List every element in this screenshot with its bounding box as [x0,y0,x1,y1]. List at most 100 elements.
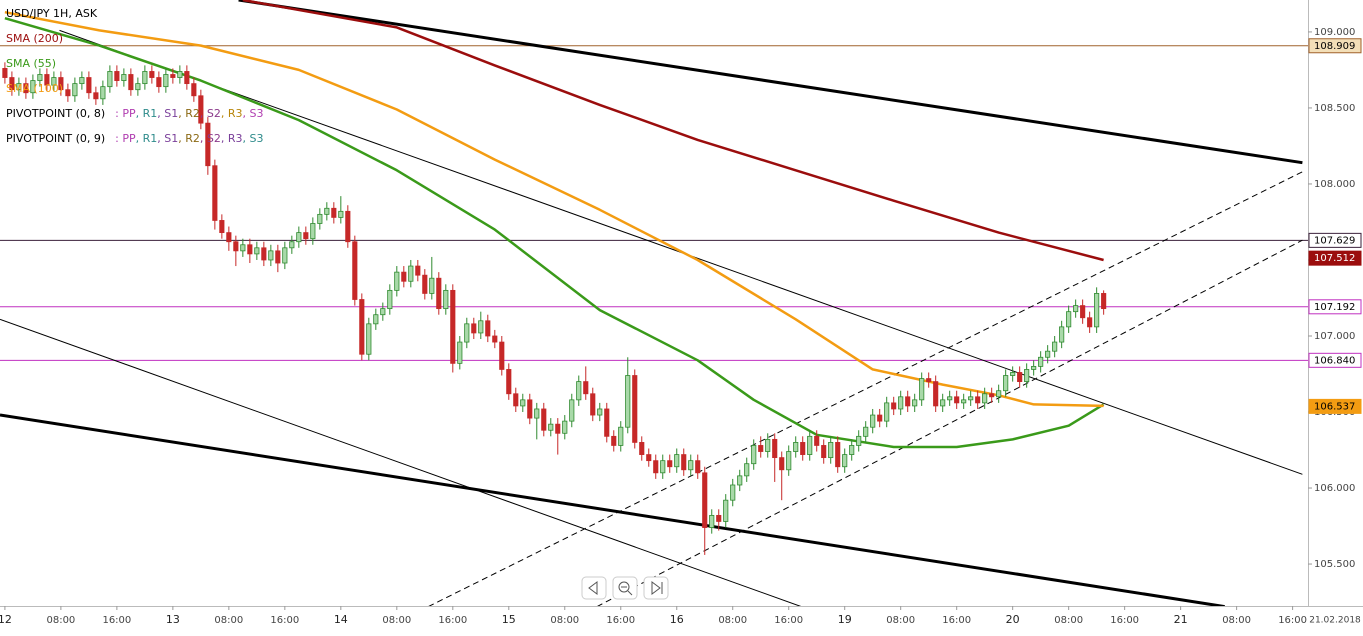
right-icon [651,581,661,595]
candle-body [744,463,750,477]
candle-body [688,460,694,471]
legend-entry: SMA (200) [6,32,63,45]
x-tick-label: 16:00 [1278,615,1307,626]
level-label: 108.909 [1314,41,1355,52]
candle-body [506,369,512,395]
candle-body [107,71,113,88]
x-tick-label: 08:00 [214,615,243,626]
candle-body [247,244,253,255]
x-tick-label: 16:00 [1110,615,1139,626]
candle-body [891,402,897,410]
zoom-button[interactable] [612,576,638,600]
legend-entry: SMA (100) [6,82,63,95]
x-tick-label: 12 [0,613,12,626]
candle-body [184,71,190,85]
candle-body [898,396,904,410]
candle-body [730,484,736,501]
candle-body [646,454,652,462]
x-tick-label: 16:00 [438,615,467,626]
x-tick-label: 16:00 [606,615,635,626]
candle-body [877,414,883,422]
candle-body [226,232,232,243]
x-tick-label: 15 [502,613,516,626]
candle-body [58,77,64,91]
candle-body [275,250,281,264]
candle-body [758,445,764,452]
candle-body [961,399,967,404]
candle-body [863,426,869,437]
candle-body [114,71,120,81]
candle-body [177,71,183,78]
level-label-box [1308,232,1362,248]
pivot-item: , S1 [157,107,178,120]
candle-body [786,451,792,471]
candle-body [779,457,785,471]
candle-body [191,83,197,97]
candle-body [464,323,470,343]
candle-body [93,92,99,100]
x-tick-label: 19 [838,613,852,626]
trend-line [597,239,1303,606]
level-label-box [1308,299,1362,315]
candle-body [989,393,995,398]
pivot-label: PIVOTPOINT (0, 9) [6,132,105,145]
x-tick-label: 08:00 [1222,615,1251,626]
candle-body [1066,311,1072,328]
candle-body [982,393,988,404]
candle-body [44,74,50,86]
pivot-legend: PIVOTPOINT (0, 8): PP, R1, S1, R2, S2, R… [6,107,264,120]
candle-body [849,445,855,455]
candle-body [429,277,435,294]
candle-body [639,442,645,455]
candle-body [163,74,169,88]
candle-body [940,399,946,407]
pivot-item: , R1 [136,132,158,145]
trend-line [0,413,1225,606]
trend-line [0,318,802,606]
zoom-icon [618,581,630,593]
candle-body [401,271,407,282]
candle-body [303,232,309,240]
pivot-item: , S2 [200,132,221,145]
candle-body [1080,305,1086,319]
candle-body [121,74,127,81]
pivot-item: , R3 [221,107,243,120]
x-tick-label: 16:00 [774,615,803,626]
scroll-right-button[interactable] [643,576,669,600]
candle-body [499,341,505,370]
pivot-item: , S3 [243,132,264,145]
candle-body [632,375,638,443]
legend-entry: SMA (55) [6,57,56,70]
candle-body [562,420,568,434]
candle-body [814,435,820,446]
candle-body [30,80,36,94]
candle-body [289,241,295,249]
candle-body [667,460,673,468]
candle-body [338,210,344,218]
level-label-box [1308,38,1362,54]
candle-body [996,390,1002,398]
y-tick-label: 106.000 [1314,483,1355,494]
candle-body [751,445,757,465]
sma-line [242,0,1104,262]
candle-body [352,241,358,300]
pivot-item: , R3 [221,132,243,145]
candle-body [618,426,624,446]
pivot-label: PIVOTPOINT (0, 8) [6,107,105,120]
candle-body [23,83,29,94]
candle-body [240,244,246,252]
candle-body [135,83,141,91]
candle-body [422,274,428,294]
candle-body [86,77,92,94]
pivot-item: , S3 [243,107,264,120]
date-label: 21.02.2018 [1309,616,1361,626]
candle-body [485,320,491,337]
candle-body [37,74,43,81]
x-tick-label: 16:00 [942,615,971,626]
candle-body [681,454,687,471]
pivot-item: , R2 [178,132,200,145]
scroll-left-button[interactable] [581,576,607,600]
level-label: 106.840 [1314,355,1355,366]
candle-body [394,271,400,291]
